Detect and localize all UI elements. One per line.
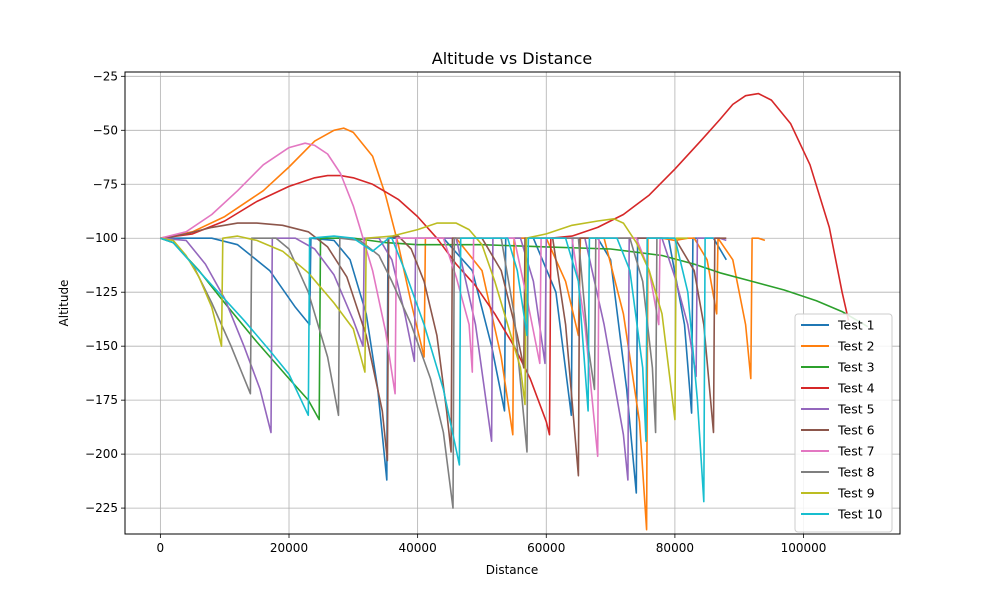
legend-entry: Test 5 — [837, 402, 875, 417]
series-line-test-3 — [160, 237, 869, 421]
legend-entry: Test 4 — [837, 381, 875, 396]
x-tick-label: 100000 — [781, 541, 827, 555]
y-tick-label: −150 — [85, 339, 118, 353]
legend-box — [794, 313, 893, 533]
legend: Test 1 Test 2 Test 3 Test 4 Test 5 Test 6 Test… — [794, 313, 893, 533]
series-line-test-10 — [160, 235, 714, 503]
legend-entry: Test 1 — [837, 318, 875, 333]
y-tick-label: −100 — [85, 231, 118, 245]
legend-entry: Test 3 — [837, 360, 875, 375]
y-tick-label: −175 — [85, 393, 118, 407]
legend-entry: Test 8 — [837, 465, 875, 480]
x-tick-label: 80000 — [656, 541, 694, 555]
series-line-test-9 — [160, 218, 688, 421]
legend-entry: Test 9 — [837, 486, 875, 501]
y-tick-label: −75 — [93, 177, 118, 191]
y-tick-label: −225 — [85, 501, 118, 515]
series-line-test-7 — [160, 142, 661, 458]
x-axis-label: Distance — [486, 563, 538, 577]
series-lines — [160, 92, 869, 531]
series-line-test-4 — [160, 92, 850, 436]
series-line-test-8 — [160, 237, 658, 509]
y-tick-label: −25 — [93, 69, 118, 83]
legend-entry: Test 10 — [837, 507, 883, 522]
legend-entry: Test 7 — [837, 444, 875, 459]
y-tick-label: −50 — [93, 123, 118, 137]
x-tick-label: 60000 — [527, 541, 565, 555]
y-tick-label: −125 — [85, 285, 118, 299]
x-tick-label: 40000 — [399, 541, 437, 555]
legend-entry: Test 6 — [837, 423, 875, 438]
y-tick-label: −200 — [85, 447, 118, 461]
plot-frame — [124, 71, 901, 535]
y-axis: −25 −50 −75 −100 −125 −150 −175 −200 −225 — [85, 69, 125, 515]
chart-title: Altitude vs Distance — [432, 49, 592, 68]
y-axis-label: Altitude — [57, 280, 71, 327]
legend-entry: Test 2 — [837, 339, 875, 354]
x-axis: 0 20000 40000 60000 80000 100000 — [157, 534, 827, 555]
x-tick-label: 0 — [157, 541, 165, 555]
x-tick-label: 20000 — [270, 541, 308, 555]
